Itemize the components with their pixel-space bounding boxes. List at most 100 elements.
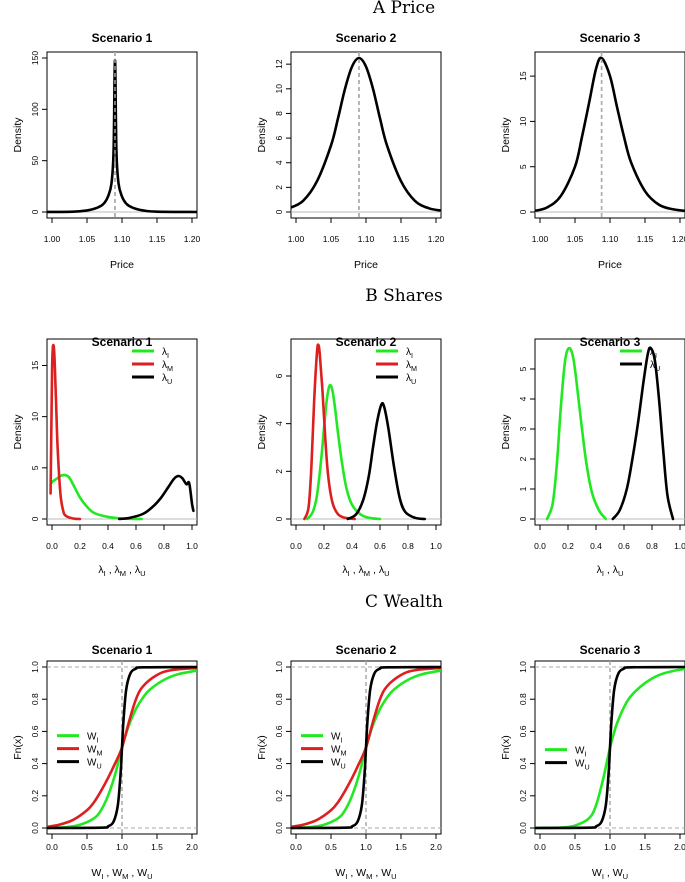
x-tick-label: 0.6 xyxy=(130,541,142,551)
x-axis-label: λI​ , λU​ xyxy=(597,564,624,578)
legend-label: λU​ xyxy=(650,360,660,373)
legend-label-base: λ xyxy=(406,373,411,384)
x-axis-label-sub: U xyxy=(623,872,628,881)
legend-label-base: λ xyxy=(650,360,655,371)
x-tick-label: 1.05 xyxy=(79,234,96,244)
legend-label-sub: U xyxy=(340,762,345,771)
series-line-WM xyxy=(291,666,441,829)
legend-label-sub: M xyxy=(340,749,346,758)
x-axis-label-base: λ xyxy=(98,564,104,576)
x-axis-label-sub: U xyxy=(618,569,623,578)
y-tick-label: 1.0 xyxy=(518,661,528,673)
plot-area xyxy=(47,52,197,218)
x-axis-label-sub: M xyxy=(120,569,126,578)
y-axis-label: Density xyxy=(256,414,268,450)
plot-area xyxy=(535,661,685,834)
series-line-λI xyxy=(545,346,608,521)
legend-label-sub: I xyxy=(411,351,413,360)
y-axis-label: Fn(x) xyxy=(500,735,512,760)
x-tick-label: 0.4 xyxy=(102,541,114,551)
legend-label-sub: U xyxy=(167,377,172,386)
series-line-λM xyxy=(49,343,82,521)
x-axis-label-sub: I xyxy=(602,872,604,881)
x-axis-label-base: W xyxy=(137,867,147,879)
series-line-density xyxy=(47,58,197,214)
x-axis-label-sub: M xyxy=(364,569,370,578)
x-axis-label-sub: U xyxy=(147,872,152,881)
x-tick-label: 0.0 xyxy=(534,541,546,551)
plot-frame xyxy=(290,51,442,219)
legend-label-base: W xyxy=(331,732,341,743)
x-tick-label: 0.8 xyxy=(402,541,414,551)
x-axis-label-sub: I xyxy=(104,569,106,578)
y-tick-label: 0.2 xyxy=(30,790,40,802)
y-tick-label: 2 xyxy=(518,456,528,461)
series-line-density xyxy=(535,56,685,213)
x-axis-label-base: W xyxy=(91,867,101,879)
x-axis-label-part: , xyxy=(106,564,115,576)
chart-price-1: Scenario 1 0 50 100 150 1.00 1.05 1.10 1.15 1.20 P… xyxy=(12,31,201,271)
chart-title: Scenario 3 xyxy=(580,643,641,657)
legend-label-sub: U xyxy=(411,377,416,386)
x-axis-label-sub: I xyxy=(101,872,103,881)
y-tick-label: 4 xyxy=(274,421,284,426)
y-tick-label: 1 xyxy=(518,486,528,491)
legend-label: WI​ xyxy=(87,732,98,745)
chart-shares-3: Scenario 3 0 1 2 3 4 5 0.0 0.2 0.4 0.6 0.8 1.0 λI​ , … xyxy=(500,335,685,578)
y-axis-label: Density xyxy=(500,414,512,450)
x-tick-label: 0.5 xyxy=(569,842,581,852)
legend-label-base: λ xyxy=(162,373,167,384)
legend-label: WU​ xyxy=(331,758,346,771)
legend: λI​λM​λU​ xyxy=(376,347,417,386)
x-tick-label: 1.00 xyxy=(532,234,549,244)
legend-label: WM​ xyxy=(87,745,102,758)
y-tick-label: 6 xyxy=(274,373,284,378)
section-title-shares: B Shares xyxy=(365,286,443,306)
chart-price-2: Scenario 2 0 2 4 6 8 10 12 1.00 1.05 1.10 1.15 1.20 P… xyxy=(256,31,445,271)
x-tick-label: 0.5 xyxy=(81,842,93,852)
x-tick-label: 0.2 xyxy=(318,541,330,551)
plot-area xyxy=(535,346,685,521)
plot-frame xyxy=(290,338,442,526)
x-axis-label: WI​ , WU​ xyxy=(592,867,628,881)
x-axis-label-base: W xyxy=(112,867,122,879)
x-tick-label: 1.20 xyxy=(184,234,201,244)
section-title-price: A Price xyxy=(372,0,435,18)
chart-title: Scenario 2 xyxy=(336,335,397,349)
legend-label-base: W xyxy=(575,746,585,757)
legend-label: λI​ xyxy=(406,347,413,360)
x-axis-label-base: λ xyxy=(379,564,385,576)
series-line-WU xyxy=(535,665,685,830)
x-tick-label: 2.0 xyxy=(430,842,442,852)
legend-label: WM​ xyxy=(331,745,346,758)
y-tick-label: 4 xyxy=(518,396,528,401)
chart-title: Scenario 3 xyxy=(580,335,641,349)
x-tick-label: 1.0 xyxy=(430,541,442,551)
x-tick-label: 0.0 xyxy=(290,541,302,551)
series-line-WU xyxy=(47,665,197,830)
y-tick-label: 0.0 xyxy=(274,822,284,834)
section-title-wealth: C Wealth xyxy=(365,592,443,612)
x-tick-label: 0.8 xyxy=(646,541,658,551)
x-axis-label-base: λ xyxy=(613,564,619,576)
y-tick-label: 0.8 xyxy=(274,693,284,705)
x-axis-label-part: Price xyxy=(354,259,378,271)
legend-label: λI​ xyxy=(162,347,169,360)
x-tick-label: 1.00 xyxy=(44,234,61,244)
x-axis-label-part: , xyxy=(103,867,112,879)
y-tick-label: 0.4 xyxy=(518,757,528,769)
x-axis-label-part: , xyxy=(128,867,137,879)
y-tick-label: 2 xyxy=(274,469,284,474)
x-axis-label: λI​ , λM​ , λU​ xyxy=(342,564,389,578)
y-tick-label: 0.0 xyxy=(30,822,40,834)
x-axis-label-sub: I xyxy=(345,872,347,881)
legend-label: WU​ xyxy=(87,758,102,771)
x-axis-label-base: λ xyxy=(115,564,121,576)
x-axis-label: λI​ , λM​ , λU​ xyxy=(98,564,145,578)
legend-label-sub: U xyxy=(655,364,660,373)
legend-label-sub: U xyxy=(96,762,101,771)
x-axis-label-sub: I xyxy=(602,569,604,578)
series-line-λU xyxy=(117,474,195,521)
chart-title: Scenario 1 xyxy=(92,31,153,45)
